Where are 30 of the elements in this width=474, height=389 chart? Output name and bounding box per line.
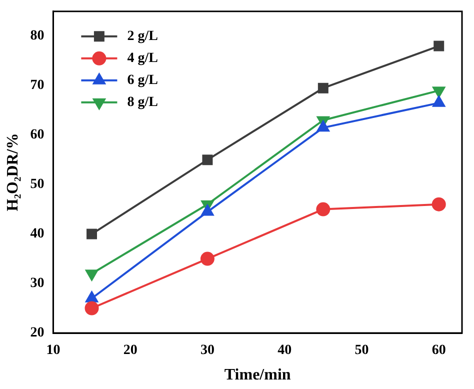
point (432, 197, 446, 212)
legend-label: 6 g/L (127, 73, 158, 88)
x-tick-label: 10 (46, 343, 60, 358)
y-axis-title: H₂O₂DR/% (4, 133, 22, 212)
point (86, 228, 98, 240)
x-tick-label: 60 (432, 343, 446, 358)
y-tick-label: 70 (30, 78, 44, 94)
y-tick-label: 20 (30, 326, 44, 341)
point (200, 252, 214, 266)
point (202, 154, 213, 166)
point (86, 270, 98, 281)
x-tick-label: 30 (200, 343, 214, 358)
y-tick-label: 30 (30, 276, 44, 292)
point (84, 301, 99, 316)
y-tick-label: 60 (30, 128, 44, 143)
x-tick-label: 50 (354, 343, 369, 358)
legend-label: 8 g/L (127, 95, 158, 110)
y-tick-label: 50 (30, 177, 44, 192)
point (318, 82, 328, 94)
legend-label: 4 g/L (127, 51, 158, 66)
y-tick-label: 80 (30, 28, 44, 44)
y-tick-label: 40 (30, 226, 44, 242)
x-tick-label: 40 (278, 343, 292, 358)
x-axis-title: Time/min (224, 366, 291, 384)
point (434, 40, 444, 52)
legend-label: 2 g/L (127, 29, 158, 44)
point (316, 120, 330, 132)
x-tick-label: 20 (123, 343, 138, 358)
point (316, 202, 330, 216)
point (432, 96, 446, 107)
